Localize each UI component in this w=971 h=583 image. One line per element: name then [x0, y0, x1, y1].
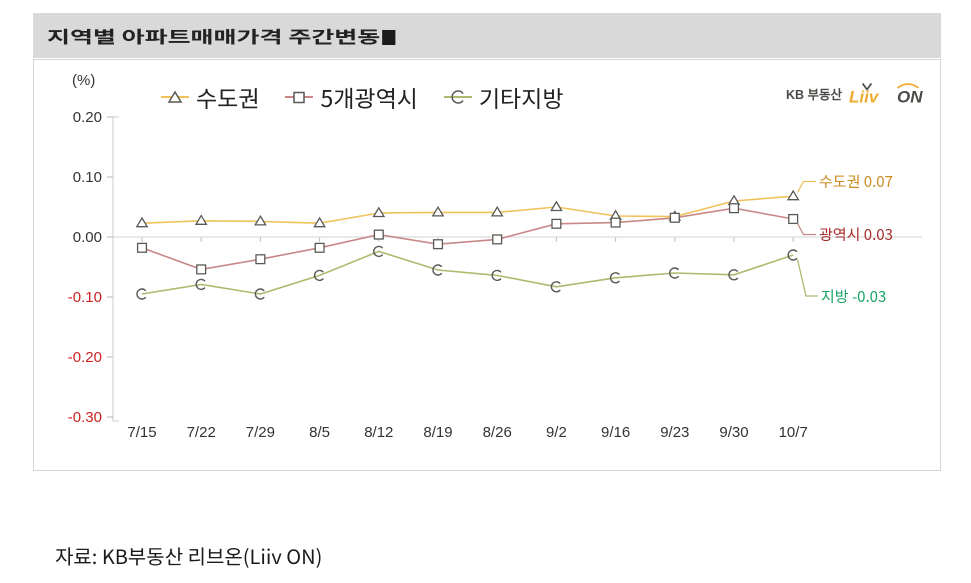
svg-text:지방 -0.03: 지방 -0.03 — [821, 286, 886, 307]
svg-text:7/29: 7/29 — [246, 424, 275, 441]
svg-text:8/12: 8/12 — [364, 424, 393, 441]
svg-text:9/2: 9/2 — [546, 424, 567, 441]
svg-text:8/26: 8/26 — [483, 424, 512, 441]
svg-text:7/22: 7/22 — [187, 424, 216, 441]
svg-text:-0.30: -0.30 — [68, 409, 102, 426]
svg-text:7/15: 7/15 — [127, 424, 156, 441]
svg-text:KB 부동산: KB 부동산 — [786, 87, 843, 102]
svg-text:0.20: 0.20 — [73, 109, 102, 126]
svg-text:9/16: 9/16 — [601, 424, 630, 441]
svg-text:10/7: 10/7 — [779, 424, 808, 441]
svg-text:8/5: 8/5 — [309, 424, 330, 441]
svg-text:수도권 0.07: 수도권 0.07 — [819, 171, 893, 192]
svg-text:0.00: 0.00 — [73, 229, 102, 246]
svg-text:8/19: 8/19 — [423, 424, 452, 441]
svg-text:0.10: 0.10 — [73, 169, 102, 186]
svg-text:-0.20: -0.20 — [68, 349, 102, 366]
svg-text:9/30: 9/30 — [719, 424, 748, 441]
svg-text:9/23: 9/23 — [660, 424, 689, 441]
svg-text:Liiv: Liiv — [849, 88, 880, 107]
svg-text:ON: ON — [897, 88, 923, 107]
svg-text:-0.10: -0.10 — [68, 289, 102, 306]
svg-text:광역시 0.03: 광역시 0.03 — [819, 224, 893, 245]
